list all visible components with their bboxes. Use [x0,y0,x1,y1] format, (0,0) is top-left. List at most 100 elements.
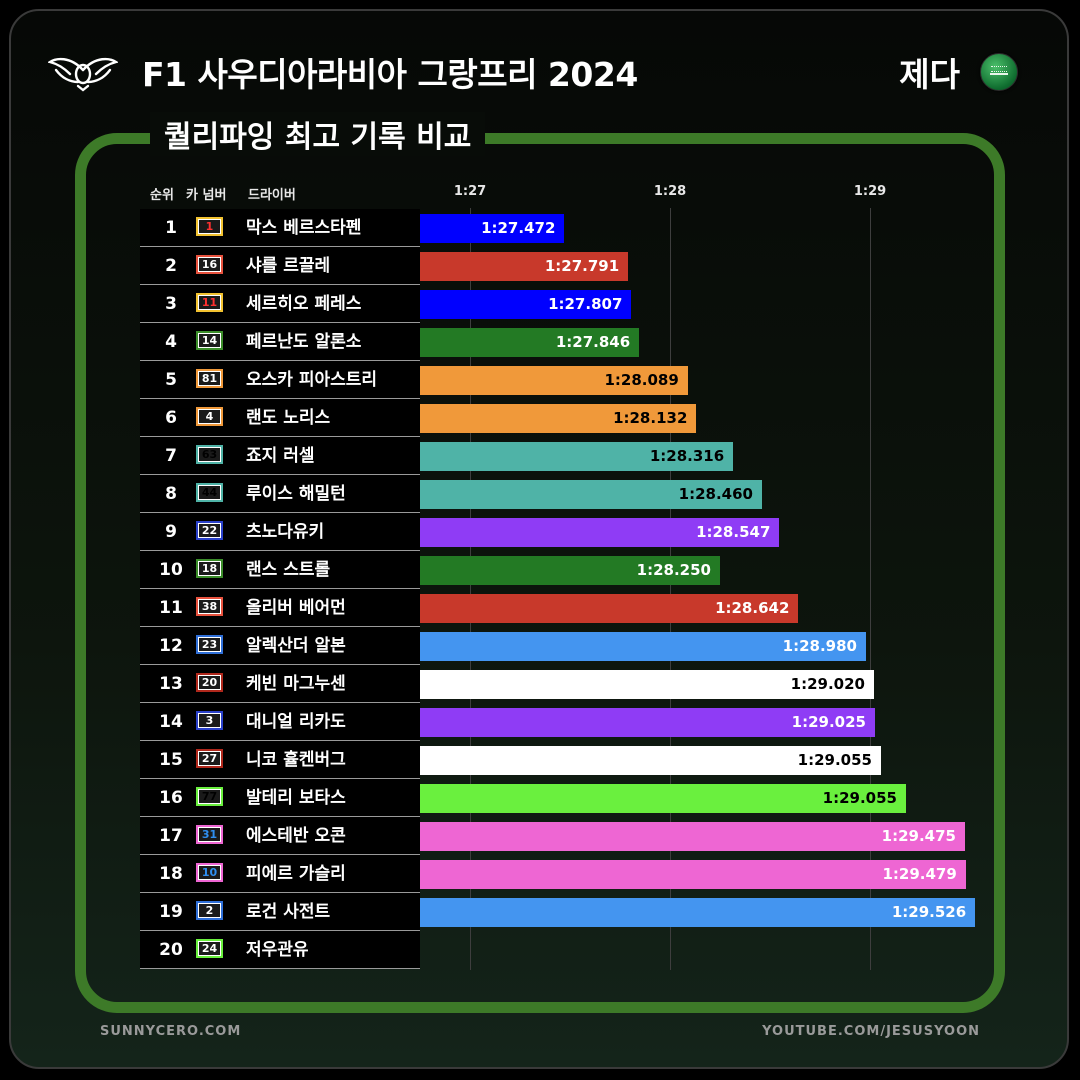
lap-time-bar: 1:27.791 [420,252,629,281]
driver-name: 니코 휼켄버그 [246,750,346,770]
footer-youtube: YOUTUBE.COM/JESUSYOON [762,1024,980,1039]
driver-name: 세르히오 페레스 [246,294,362,314]
column-header-car-number: 카 넘버 [186,188,227,203]
driver-name: 랜도 노리스 [246,408,331,428]
car-number-badge: 27 [196,749,223,768]
page-title: F1 사우디아라비아 그랑프리 2024 [142,55,638,94]
lap-time-label: 1:29.479 [882,865,957,883]
lap-time-label: 1:29.475 [881,827,956,845]
car-number: 3 [199,714,220,727]
row-background [140,323,420,361]
position-cell: 2 [165,256,177,276]
row-background [140,475,420,513]
lap-time-label: 1:28.980 [782,637,857,655]
row-background [140,703,420,741]
row-background [140,665,420,703]
row-background [140,589,420,627]
lap-time-bar: 1:28.460 [420,480,762,509]
car-number-badge: 4 [196,407,223,426]
car-number-badge: 31 [196,825,223,844]
saudi-arabia-flag-icon [980,53,1018,91]
driver-name: 에스테반 오콘 [246,826,346,846]
position-cell: 5 [165,370,177,390]
position-cell: 4 [165,332,177,352]
x-tick-label: 1:28 [653,184,687,199]
lap-time-bar: 1:29.025 [420,708,875,737]
position-cell: 16 [159,788,183,808]
lap-time-bar: 1:27.472 [420,214,565,243]
car-number-badge: 24 [196,939,223,958]
lap-time-label: 1:27.791 [544,257,620,275]
lap-time-label: 1:29.526 [891,903,967,921]
car-number-badge: 2 [196,901,223,920]
table-row: 9 22 츠노다유키 1:28.547 [140,513,980,551]
row-background [140,931,420,969]
column-header-driver: 드라이버 [248,188,296,203]
position-cell: 10 [159,560,183,580]
position-cell: 6 [165,408,177,428]
car-number: 77 [199,790,220,803]
car-number-badge: 18 [196,559,223,578]
row-background [140,893,420,931]
lap-time-bar: 1:28.316 [420,442,734,471]
x-tick-label: 1:29 [853,184,887,199]
f1-wings-logo-icon [48,57,118,92]
table-row: 17 31 에스테반 오콘 1:29.475 [140,817,980,855]
driver-name: 저우관유 [246,940,309,960]
lap-time-bar: 1:29.020 [420,670,874,699]
footer-website: SUNNYCERO.COM [100,1024,242,1039]
chart-title: 퀄리파잉 최고 기록 비교 [150,112,486,156]
position-cell: 9 [165,522,177,542]
car-number: 31 [199,828,220,841]
car-number: 18 [199,562,220,575]
car-number-badge: 11 [196,293,223,312]
position-cell: 19 [159,902,183,922]
car-number: 20 [199,676,220,689]
car-number: 1 [199,220,220,233]
car-number-badge: 20 [196,673,223,692]
table-row: 1 1 막스 베르스타펜 1:27.472 [140,209,980,247]
table-row: 10 18 랜스 스트롤 1:28.250 [140,551,980,589]
car-number-badge: 22 [196,521,223,540]
position-cell: 15 [159,750,183,770]
car-number: 14 [199,334,220,347]
car-number-badge: 10 [196,863,223,882]
table-row: 14 3 대니얼 리카도 1:29.025 [140,703,980,741]
driver-name: 로건 사전트 [246,902,331,922]
x-gridline [470,208,471,970]
lap-time-bar: 1:29.475 [420,822,965,851]
table-row: 20 24 저우관유 [140,931,980,969]
driver-name: 올리버 베어먼 [246,598,346,618]
driver-name: 페르난도 알론소 [246,332,362,352]
lap-time-label: 1:27.807 [548,295,623,313]
table-row: 7 63 죠지 러셀 1:28.316 [140,437,980,475]
column-header-position: 순위 [150,188,174,203]
row-background [140,209,420,247]
row-background [140,779,420,817]
table-row: 5 81 오스카 피아스트리 1:28.089 [140,361,980,399]
x-gridline [670,208,671,970]
driver-name: 오스카 피아스트리 [246,370,378,390]
car-number-badge: 14 [196,331,223,350]
position-cell: 8 [165,484,177,504]
position-cell: 11 [159,598,183,618]
position-cell: 13 [159,674,183,694]
row-background [140,399,420,437]
car-number: 10 [199,866,220,879]
lap-time-bar: 1:29.055 [420,746,881,775]
car-number: 24 [199,942,220,955]
row-background [140,247,420,285]
lap-time-label: 1:28.250 [636,561,711,579]
row-background [140,741,420,779]
car-number-badge: 81 [196,369,223,388]
lap-time-label: 1:28.642 [715,599,790,617]
table-row: 18 10 피에르 가슬리 1:29.479 [140,855,980,893]
car-number-badge: 16 [196,255,223,274]
driver-name: 피에르 가슬리 [246,864,346,884]
car-number: 11 [199,296,220,309]
chart-panel [75,133,1005,1013]
driver-name: 케빈 마그누센 [246,674,346,694]
row-background [140,285,420,323]
car-number: 2 [199,904,220,917]
car-number-badge: 3 [196,711,223,730]
